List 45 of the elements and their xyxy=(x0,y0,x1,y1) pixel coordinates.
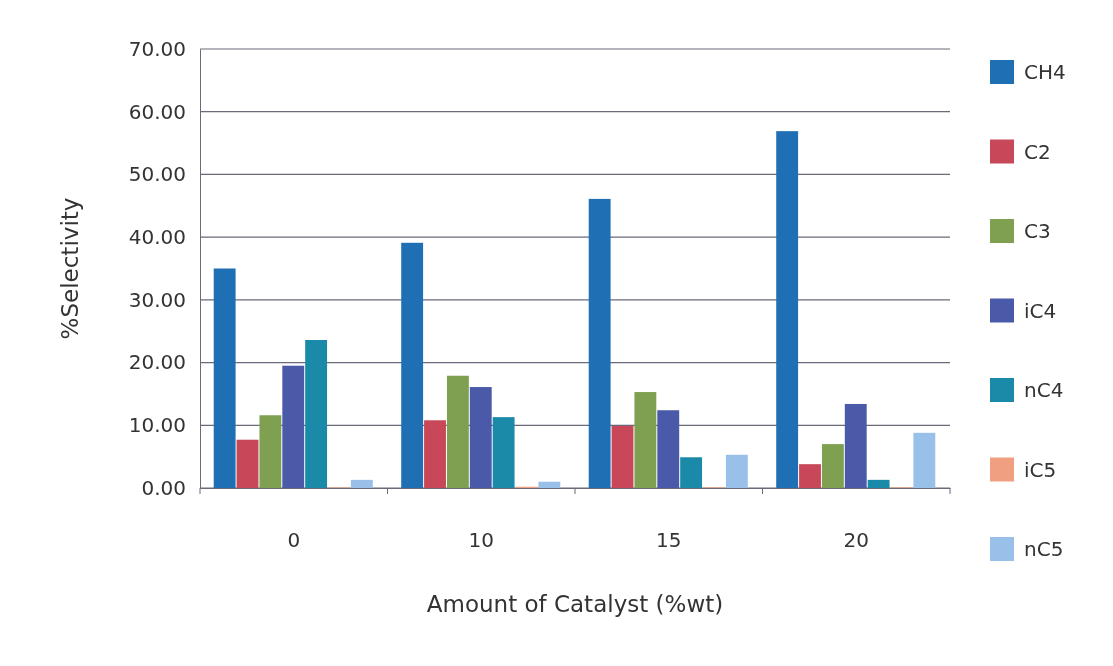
y-tick-label: 40.00 xyxy=(128,225,186,250)
legend-label: C2 xyxy=(1024,139,1051,164)
bar xyxy=(282,365,305,488)
bar xyxy=(634,392,657,488)
x-tick-label: 15 xyxy=(656,528,682,553)
bar xyxy=(913,432,936,488)
y-axis-title: %Selectivity xyxy=(57,197,83,340)
x-tick-label: 20 xyxy=(843,528,869,553)
bar xyxy=(588,198,611,488)
y-tick-label: 70.00 xyxy=(128,36,186,61)
y-tick-label: 0.00 xyxy=(141,475,186,500)
y-tick-label: 30.00 xyxy=(128,287,186,312)
bar xyxy=(844,403,867,488)
bar xyxy=(469,387,492,488)
bar xyxy=(776,131,799,488)
legend-label: CH4 xyxy=(1024,60,1066,84)
bar xyxy=(799,464,821,488)
bar xyxy=(213,268,236,488)
bar xyxy=(236,439,259,488)
bar xyxy=(821,444,844,488)
y-tick-label: 50.00 xyxy=(128,162,186,187)
bar xyxy=(538,481,561,488)
bar xyxy=(350,479,373,488)
y-tick-label: 10.00 xyxy=(128,413,186,438)
bar xyxy=(446,375,469,488)
y-tick-label: 20.00 xyxy=(128,350,186,375)
legend-label: C3 xyxy=(1024,219,1051,243)
bar xyxy=(657,410,680,488)
x-axis-title: Amount of Catalyst (%wt) xyxy=(426,591,724,617)
bar xyxy=(305,339,328,488)
legend-label: iC5 xyxy=(1024,457,1057,482)
y-tick-label: 60.00 xyxy=(128,99,186,124)
bar xyxy=(680,457,703,488)
x-tick-label: 10 xyxy=(468,528,494,553)
legend-label: iC4 xyxy=(1024,298,1057,323)
x-tick-label: 0 xyxy=(287,528,301,553)
bar xyxy=(611,425,634,488)
legend-label: nC4 xyxy=(1024,378,1064,402)
bar xyxy=(867,479,890,488)
bar xyxy=(259,415,282,488)
bar xyxy=(401,242,424,488)
bar xyxy=(424,420,446,488)
legend-label: nC5 xyxy=(1024,537,1064,561)
bar xyxy=(725,454,748,488)
bar xyxy=(492,417,515,488)
